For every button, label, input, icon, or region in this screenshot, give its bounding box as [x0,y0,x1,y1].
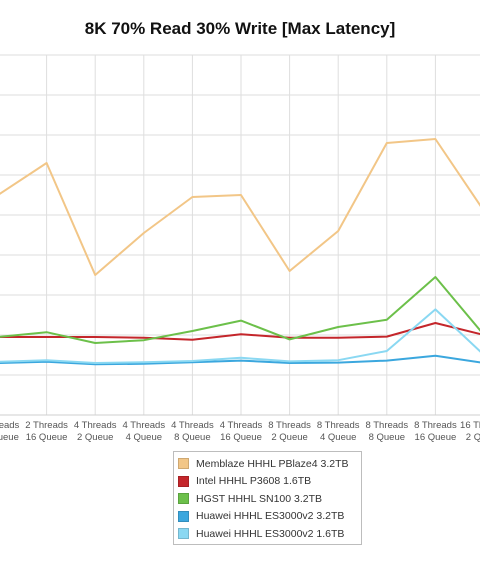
legend-swatch [178,493,189,505]
legend-item[interactable]: Huawei HHHL ES3000v2 3.2TB [178,508,361,526]
legend-label: Memblaze HHHL PBlaze4 3.2TB [196,457,349,470]
x-tick-label: 4 Threads 4 Queue [122,420,165,443]
series-line-4 [0,354,480,366]
legend-item[interactable]: Huawei HHHL ES3000v2 1.6TB [178,525,361,543]
legend-swatch [178,510,189,522]
legend-item[interactable]: HGST HHHL SN100 3.2TB [178,490,361,508]
series-line-2 [0,322,480,341]
x-tick-label: 8 Threads 4 Queue [317,420,360,443]
chart-title: 8K 70% Read 30% Write [Max Latency] [84,19,396,38]
legend-label: Intel HHHL P3608 1.6TB [196,475,312,488]
legend-label: Huawei HHHL ES3000v2 3.2TB [196,510,345,523]
series-line-1 [0,138,480,276]
grid-lines [0,54,480,416]
legend-label: HGST HHHL SN100 3.2TB [196,492,323,505]
x-tick-label: 4 Threads 2 Queue [74,420,117,443]
series-line-5 [0,308,480,364]
x-tick-label: 8 Threads 16 Queue [414,420,457,443]
legend: Memblaze HHHL PBlaze4 3.2TB Intel HHHL P3… [173,451,362,545]
series-layer [0,138,480,366]
x-tick-label: 8 Threads 2 Queue [268,420,311,443]
x-tick-label: 8 Threads 8 Queue [365,420,408,443]
legend-label: Huawei HHHL ES3000v2 1.6TB [196,527,345,540]
x-tick-label: 4 Threads 8 Queue [171,420,214,443]
x-tick-label: 2 Threads 16 Queue [25,420,68,443]
series-line-3 [0,276,480,344]
legend-swatch [178,458,189,470]
legend-swatch [178,475,189,487]
x-tick-label: 1 Threads32 Queue [0,420,20,443]
legend-swatch [178,528,189,540]
x-tick-label: 4 Threads 16 Queue [220,420,263,443]
legend-item[interactable]: Intel HHHL P3608 1.6TB [178,473,361,491]
legend-item[interactable]: Memblaze HHHL PBlaze4 3.2TB [178,455,361,473]
